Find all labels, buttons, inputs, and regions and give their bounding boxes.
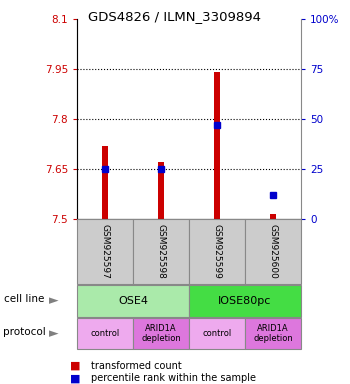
Text: protocol: protocol	[4, 327, 46, 337]
Text: GSM925597: GSM925597	[100, 224, 110, 279]
Text: OSE4: OSE4	[118, 296, 148, 306]
Text: ARID1A
depletion: ARID1A depletion	[253, 324, 293, 343]
Bar	[102, 146, 108, 219]
Text: control: control	[202, 329, 232, 338]
Text: ARID1A
depletion: ARID1A depletion	[141, 324, 181, 343]
Text: cell line: cell line	[4, 294, 44, 304]
Text: GSM925600: GSM925600	[268, 224, 278, 279]
Text: ■: ■	[70, 361, 80, 371]
Bar	[270, 214, 276, 219]
Text: ■: ■	[70, 373, 80, 383]
Bar	[214, 73, 220, 219]
Text: ►: ►	[49, 327, 59, 340]
Text: GSM925598: GSM925598	[156, 224, 166, 279]
Bar	[158, 162, 164, 219]
Text: percentile rank within the sample: percentile rank within the sample	[91, 373, 256, 383]
Text: transformed count: transformed count	[91, 361, 182, 371]
Text: GDS4826 / ILMN_3309894: GDS4826 / ILMN_3309894	[89, 10, 261, 23]
Text: GSM925599: GSM925599	[212, 224, 222, 279]
Text: control: control	[90, 329, 120, 338]
Text: IOSE80pc: IOSE80pc	[218, 296, 272, 306]
Text: ►: ►	[49, 295, 59, 308]
